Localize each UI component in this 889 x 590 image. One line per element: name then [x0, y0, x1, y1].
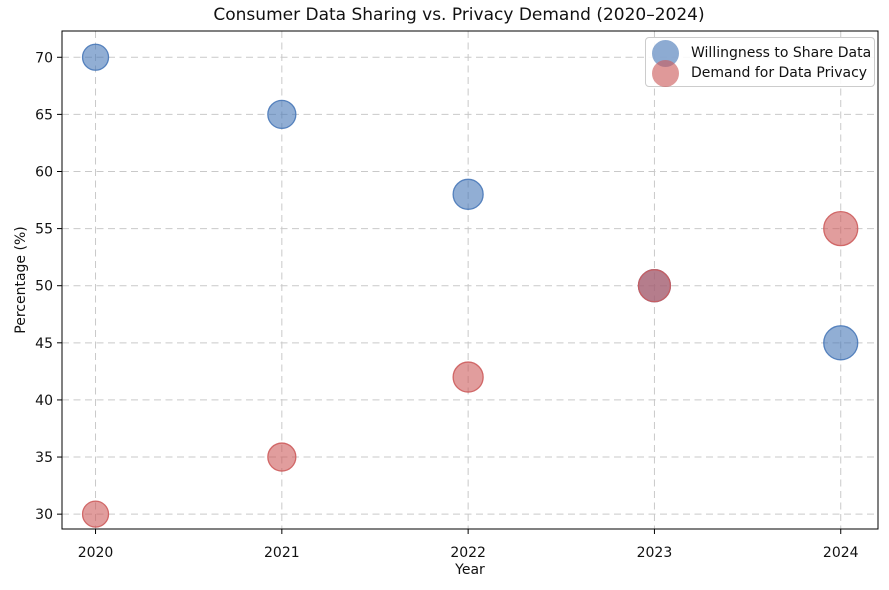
bubble-series0-x2021: [267, 99, 297, 130]
bubble-series1-x2023: [637, 269, 672, 303]
x-axis-label: Year: [455, 562, 485, 578]
plot-frame: [61, 30, 879, 530]
x-tick-label: 2020: [78, 545, 114, 561]
x-tick-label: 2023: [637, 545, 673, 561]
y-tick-label: 35: [35, 450, 53, 466]
bubble-series0-x2024: [823, 325, 859, 361]
y-axis-label: Percentage (%): [13, 226, 29, 334]
y-tick-label: 30: [35, 507, 53, 523]
bubble-series0-x2020: [81, 43, 110, 71]
bubble-series1-x2020: [81, 500, 110, 528]
y-tick-label: 65: [35, 107, 53, 123]
bubble-series1-x2021: [267, 442, 297, 472]
bubble-series1-x2022: [452, 361, 484, 393]
x-tick-label: 2021: [264, 545, 300, 561]
legend: Willingness to Share Data Demand for Dat…: [645, 37, 875, 87]
legend-label-privacy: Demand for Data Privacy: [691, 65, 868, 81]
legend-label-willingness: Willingness to Share Data: [691, 45, 872, 61]
x-tick-label: 2022: [450, 545, 486, 561]
y-tick-label: 45: [35, 336, 53, 352]
y-tick-label: 60: [35, 164, 53, 180]
y-tick-label: 50: [35, 279, 53, 295]
y-tick-label: 40: [35, 393, 53, 409]
y-tick-label: 70: [35, 50, 53, 66]
y-tick-label: 55: [35, 222, 53, 238]
bubble-series0-x2022: [452, 178, 484, 210]
legend-item-privacy: Demand for Data Privacy: [646, 59, 874, 87]
chart-title: Consumer Data Sharing vs. Privacy Demand…: [213, 5, 705, 25]
legend-marker-privacy-icon: [652, 59, 679, 87]
bubble-series1-x2024: [823, 210, 859, 247]
legend-item-willingness: Willingness to Share Data: [646, 39, 874, 67]
x-tick-label: 2024: [823, 545, 859, 561]
